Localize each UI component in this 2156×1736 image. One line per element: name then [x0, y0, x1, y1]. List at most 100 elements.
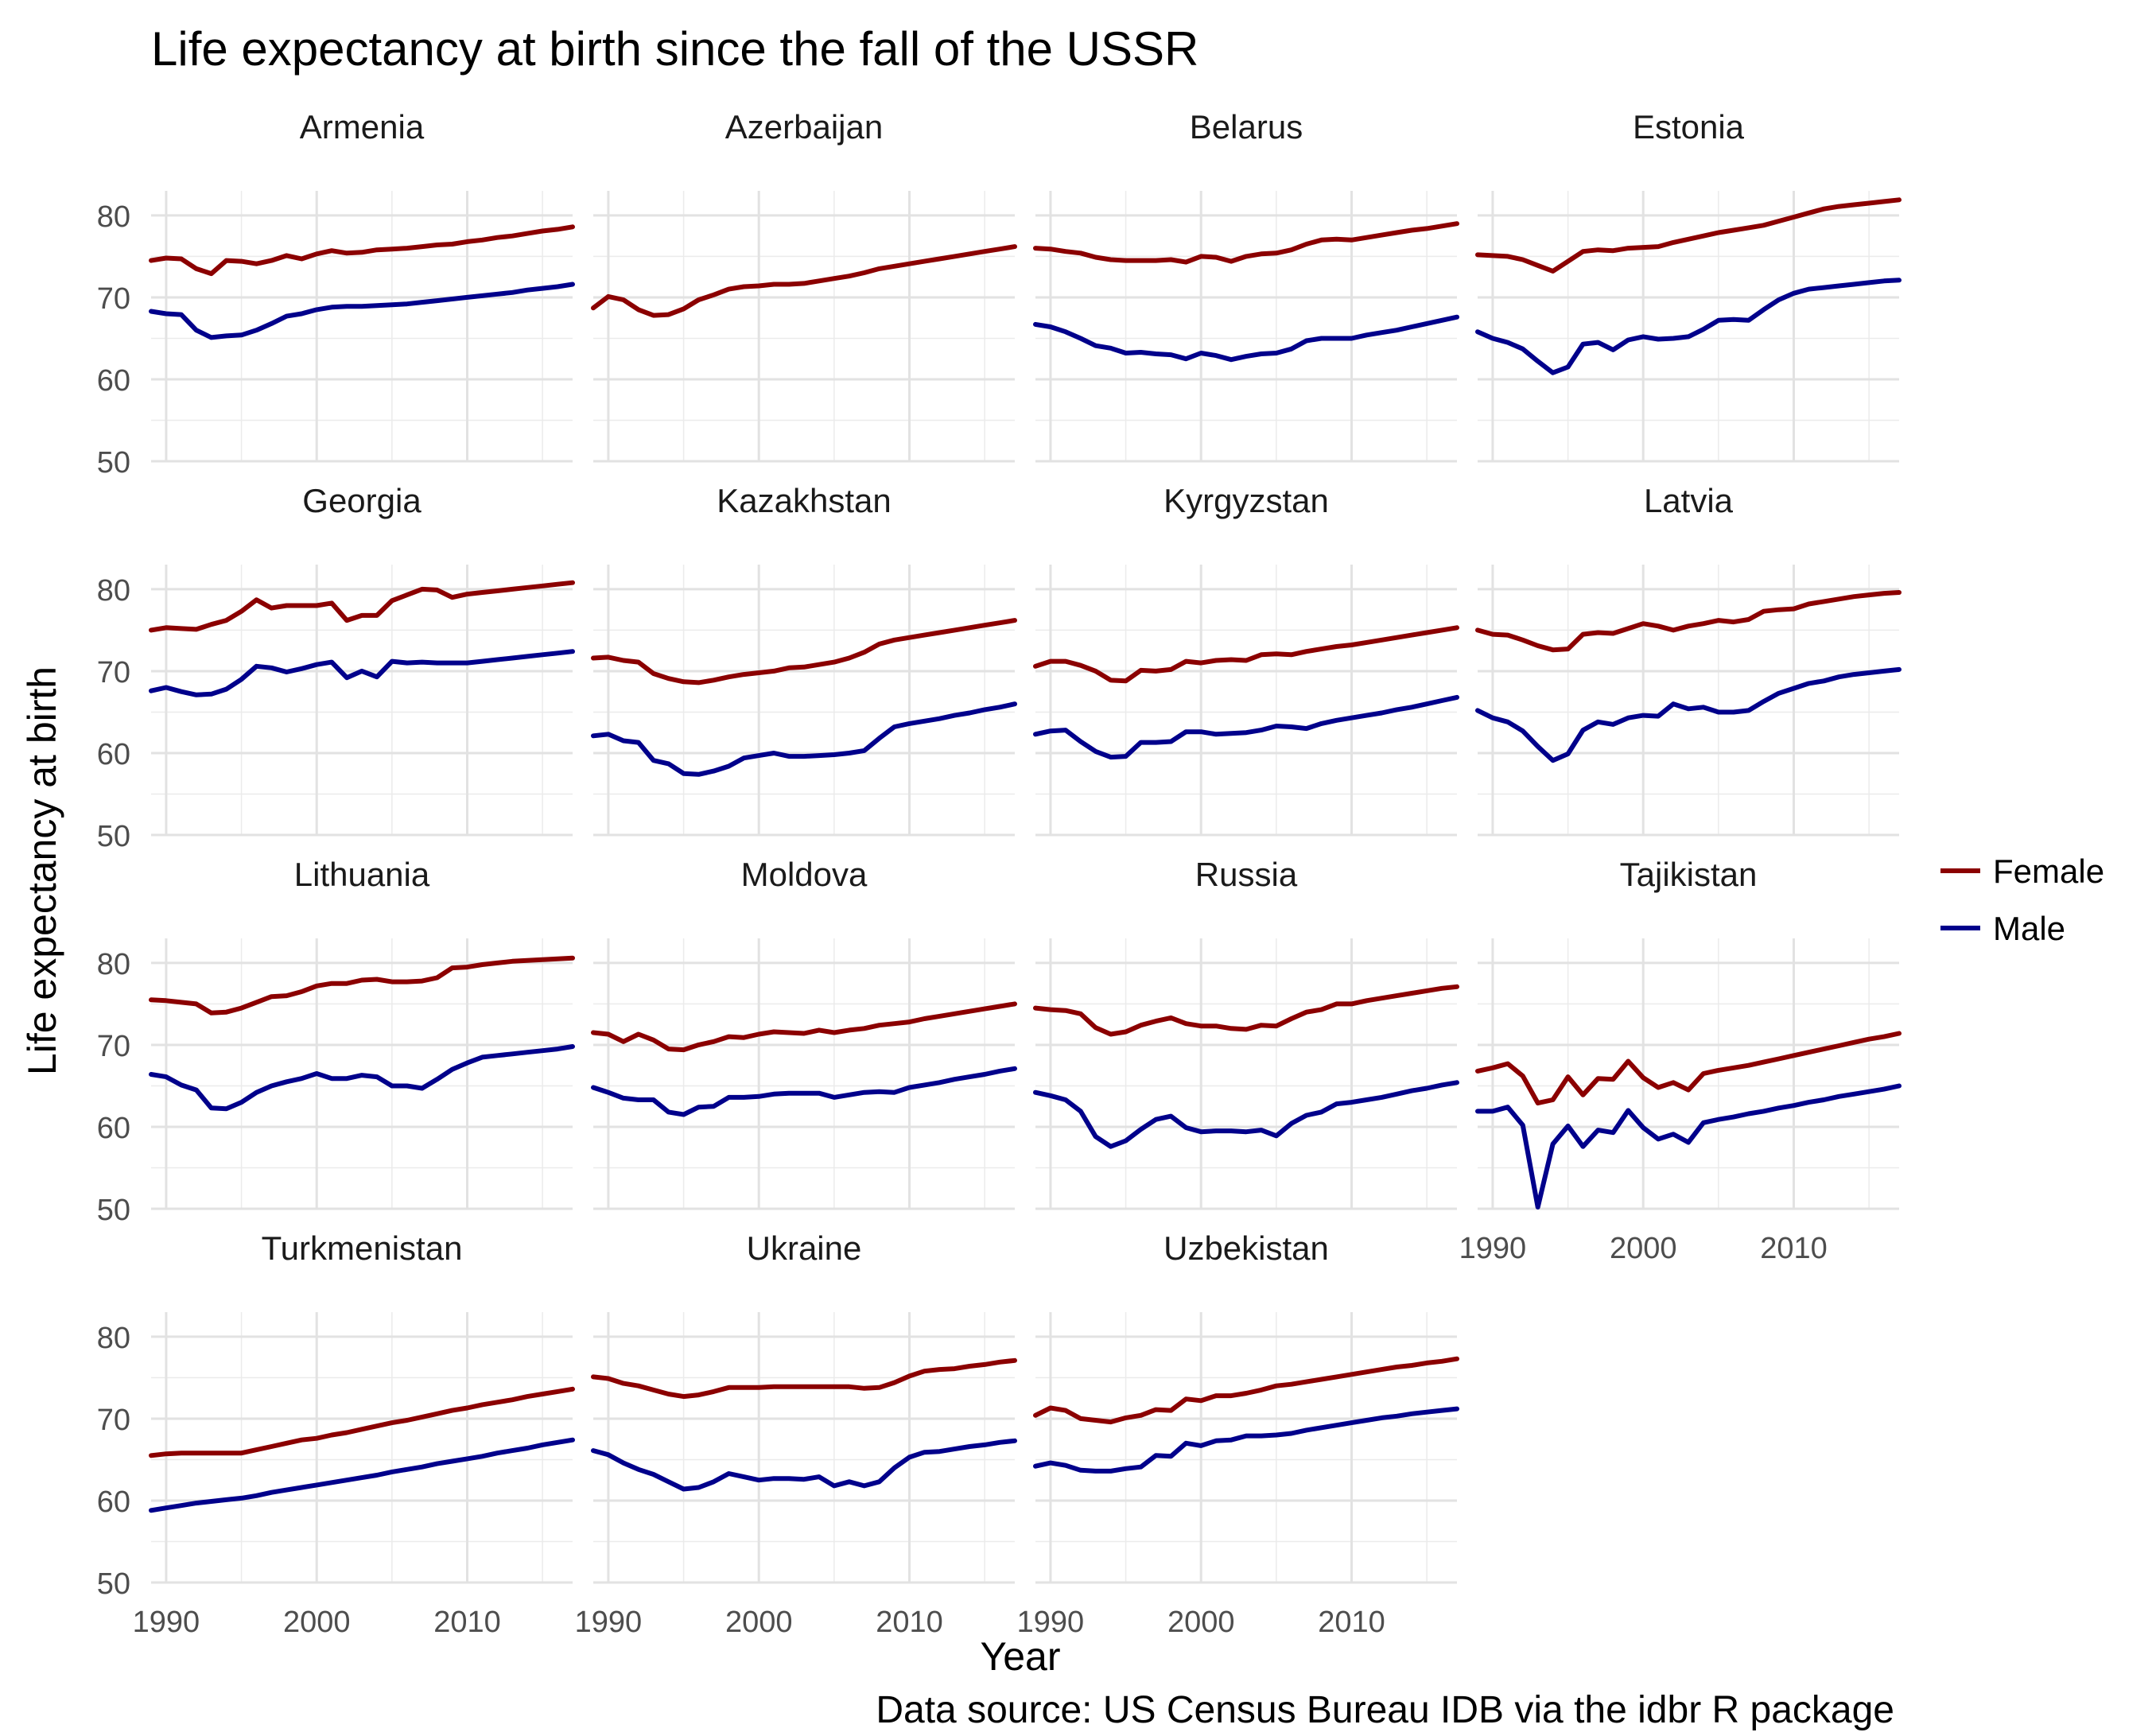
series-line-female-kyrgyzstan — [1033, 625, 1459, 684]
series-line-male-tajikistan — [1475, 1083, 1902, 1210]
series-line-female-azerbaijan — [591, 244, 1017, 318]
y-tick-label: 80 — [97, 200, 130, 234]
series-line-female-uzbekistan — [1033, 1356, 1459, 1425]
series-line-female-moldova — [591, 1001, 1017, 1053]
series-line-female-turkmenistan — [149, 1386, 575, 1458]
y-tick-label: 70 — [97, 1404, 130, 1437]
series-line-male-kazakhstan — [591, 701, 1017, 777]
panel-title-belarus: Belarus — [1190, 108, 1303, 146]
series-line-male-turkmenistan — [149, 1437, 575, 1513]
panel-title-ukraine: Ukraine — [747, 1229, 862, 1267]
y-tick-label: 80 — [97, 948, 130, 981]
series-line-male-kyrgyzstan — [1033, 694, 1459, 760]
series-line-female-latvia — [1475, 590, 1902, 653]
panel-uzbekistan: Uzbekistan 1990 2000 2010 — [1017, 1229, 1459, 1639]
panel-title-armenia: Armenia — [300, 108, 425, 146]
panel-title-lithuania: Lithuania — [294, 856, 430, 893]
series-line-male-ukraine — [591, 1438, 1017, 1492]
legend-item-female: Female — [1940, 852, 2104, 890]
x-tick-label: 2010 — [876, 1606, 943, 1639]
y-tick-label: 60 — [97, 738, 130, 771]
panel-title-moldova: Moldova — [741, 856, 868, 893]
panel-moldova: Moldova — [591, 856, 1017, 1210]
y-tick-label: 60 — [97, 364, 130, 398]
panel-title-georgia: Georgia — [302, 482, 421, 519]
y-axis-label: Life expectancy at birth — [20, 666, 64, 1075]
panel-kyrgyzstan: Kyrgyzstan — [1033, 482, 1459, 837]
panel-lithuania: Lithuania 50 60 70 80 — [97, 856, 575, 1227]
series-line-female-belarus — [1033, 221, 1459, 265]
series-line-female-tajikistan — [1475, 1031, 1902, 1106]
series-line-male-russia — [1033, 1080, 1459, 1149]
x-tick-label: 1990 — [1459, 1232, 1527, 1265]
series-line-male-moldova — [591, 1066, 1017, 1117]
x-tick-label: 2010 — [1760, 1232, 1828, 1265]
series-line-male-uzbekistan — [1033, 1406, 1459, 1474]
x-tick-label: 2010 — [1318, 1606, 1385, 1639]
panels-layer: Armenia 50 60 70 80 Azerbaijan Belarus Estonia G… — [97, 108, 1902, 1639]
legend-item-male: Male — [1940, 910, 2065, 947]
x-axis-label: Year — [980, 1634, 1060, 1679]
panel-title-tajikistan: Tajikistan — [1620, 856, 1758, 893]
panel-latvia: Latvia — [1475, 482, 1902, 837]
panel-estonia: Estonia — [1475, 108, 1902, 463]
panel-ukraine: Ukraine 1990 2000 2010 — [575, 1229, 1017, 1639]
series-line-female-estonia — [1475, 197, 1902, 274]
y-tick-label: 80 — [97, 574, 130, 608]
series-line-female-armenia — [149, 224, 575, 277]
panel-title-kazakhstan: Kazakhstan — [717, 482, 891, 519]
series-line-male-lithuania — [149, 1044, 575, 1112]
series-line-male-armenia — [149, 282, 575, 340]
y-tick-label: 80 — [97, 1322, 130, 1355]
series-line-male-estonia — [1475, 278, 1902, 375]
legend-label-female: Female — [1993, 852, 2104, 890]
panel-title-kyrgyzstan: Kyrgyzstan — [1163, 482, 1329, 519]
panel-title-azerbaijan: Azerbaijan — [725, 108, 883, 146]
y-tick-label: 70 — [97, 656, 130, 689]
y-tick-label: 50 — [97, 446, 130, 480]
y-tick-label: 50 — [97, 1567, 130, 1601]
panel-belarus: Belarus — [1033, 108, 1459, 463]
x-tick-label: 1990 — [1017, 1606, 1085, 1639]
panel-kazakhstan: Kazakhstan — [591, 482, 1017, 837]
series-line-female-lithuania — [149, 955, 575, 1016]
panel-title-russia: Russia — [1195, 856, 1298, 893]
panel-title-estonia: Estonia — [1633, 108, 1745, 146]
series-line-male-belarus — [1033, 314, 1459, 363]
x-tick-label: 1990 — [575, 1606, 643, 1639]
panel-title-turkmenistan: Turkmenistan — [262, 1229, 463, 1267]
y-tick-label: 50 — [97, 820, 130, 853]
legend: Female Male — [1940, 852, 2104, 947]
y-tick-label: 60 — [97, 1486, 130, 1519]
legend-label-male: Male — [1993, 910, 2065, 947]
panel-tajikistan: Tajikistan 1990 2000 2010 — [1459, 856, 1902, 1265]
x-tick-label: 2000 — [725, 1606, 793, 1639]
series-line-male-georgia — [149, 649, 575, 697]
series-line-male-latvia — [1475, 666, 1902, 763]
series-line-female-georgia — [149, 580, 575, 633]
x-tick-label: 1990 — [133, 1606, 200, 1639]
panel-turkmenistan: Turkmenistan 50 60 70 80 1990 2000 2010 — [97, 1229, 575, 1639]
panel-title-uzbekistan: Uzbekistan — [1163, 1229, 1329, 1267]
chart-caption: Data source: US Census Bureau IDB via th… — [876, 1689, 1894, 1731]
x-tick-label: 2000 — [1610, 1232, 1677, 1265]
series-line-female-russia — [1033, 984, 1459, 1037]
panel-title-latvia: Latvia — [1644, 482, 1734, 519]
series-line-female-kazakhstan — [591, 618, 1017, 685]
chart-title: Life expectancy at birth since the fall … — [151, 22, 1198, 76]
panel-georgia: Georgia 50 60 70 80 — [97, 482, 575, 853]
series-line-female-ukraine — [591, 1357, 1017, 1400]
y-tick-label: 70 — [97, 282, 130, 316]
y-tick-label: 70 — [97, 1030, 130, 1063]
x-tick-label: 2000 — [1167, 1606, 1235, 1639]
panel-armenia: Armenia 50 60 70 80 — [97, 108, 575, 480]
panel-azerbaijan: Azerbaijan — [591, 108, 1017, 463]
panel-russia: Russia — [1033, 856, 1459, 1210]
y-tick-label: 50 — [97, 1194, 130, 1227]
x-tick-label: 2000 — [283, 1606, 351, 1639]
y-tick-label: 60 — [97, 1112, 130, 1145]
x-tick-label: 2010 — [433, 1606, 501, 1639]
